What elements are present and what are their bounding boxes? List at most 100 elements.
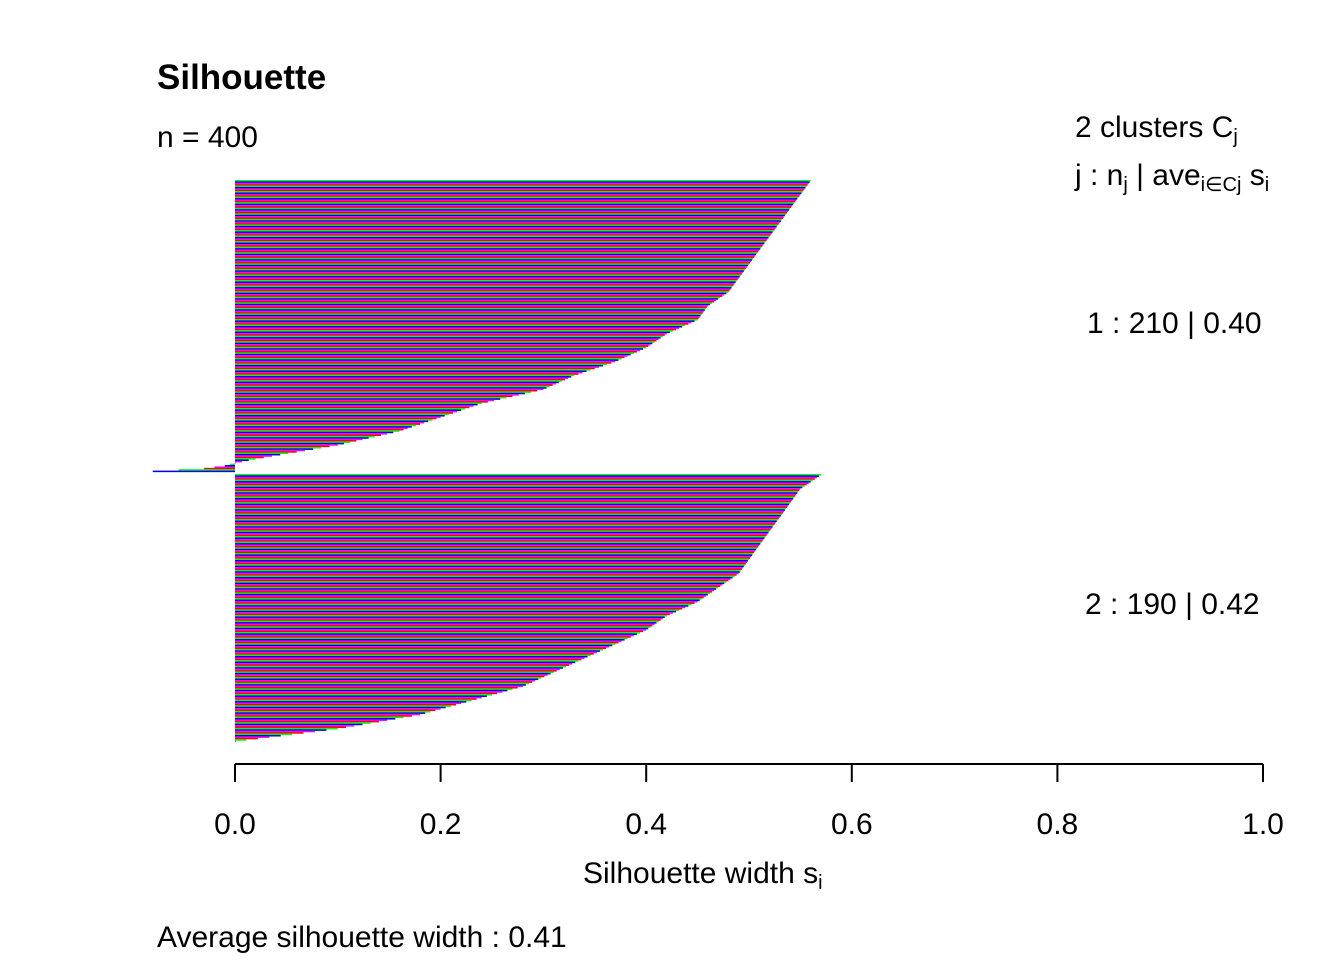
- silhouette-bar: [235, 273, 742, 275]
- silhouette-bar: [235, 648, 604, 651]
- silhouette-bar: [235, 740, 236, 743]
- silhouette-bar: [235, 207, 791, 210]
- silhouette-bar: [235, 338, 659, 341]
- silhouette-bar: [235, 370, 587, 373]
- silhouette-bar: [235, 246, 762, 249]
- silhouette-bar: [235, 565, 744, 568]
- silhouette-bar: [235, 281, 736, 284]
- silhouette-bar: [235, 684, 526, 686]
- silhouette-bar: [235, 626, 651, 628]
- silhouette-bar: [235, 389, 538, 392]
- silhouette-bar: [235, 180, 811, 182]
- silhouette-bar: [235, 612, 673, 614]
- silhouette-bar: [235, 506, 788, 508]
- silhouette-bar: [235, 250, 759, 253]
- silhouette-bar: [235, 378, 565, 381]
- silhouette-bar: [235, 679, 536, 682]
- silhouette-bar: [235, 585, 721, 587]
- silhouette-bar: [235, 615, 667, 617]
- silhouette-bar: [235, 203, 794, 206]
- silhouette-bar: [235, 551, 755, 554]
- silhouette-bar: [235, 414, 445, 417]
- x-axis-label-text: Silhouette width s: [583, 857, 819, 890]
- silhouette-bar: [235, 306, 707, 309]
- silhouette-bar: [235, 295, 723, 297]
- silhouette-bar: [235, 732, 304, 734]
- silhouette-bar: [235, 440, 357, 442]
- silhouette-bar: [235, 688, 513, 690]
- silhouette-bar: [235, 291, 729, 293]
- silhouette-bar: [235, 288, 731, 290]
- silhouette-bar: [235, 259, 753, 261]
- silhouette-bar: [235, 548, 757, 551]
- silhouette-bar: [235, 610, 677, 613]
- silhouette-bar: [235, 239, 767, 242]
- silhouette-bar: [235, 423, 421, 425]
- silhouette-bar: [235, 660, 579, 662]
- silhouette-bar: [235, 634, 634, 637]
- silhouette-bar: [235, 409, 462, 411]
- silhouette-bar: [235, 248, 761, 250]
- silhouette-bar: [235, 727, 338, 730]
- silhouette-bar: [235, 650, 600, 652]
- silhouette-bar: [235, 657, 585, 659]
- silhouette-bar: [235, 489, 800, 492]
- silhouette-bar: [178, 469, 235, 471]
- legend-cluster-count: 2 clusters Cj: [1075, 111, 1238, 147]
- silhouette-bar: [235, 560, 748, 562]
- silhouette-bar: [235, 341, 655, 343]
- silhouette-bar: [235, 326, 683, 328]
- silhouette-bar: [235, 232, 772, 235]
- silhouette-bar: [235, 234, 771, 236]
- silhouette-bar: [235, 263, 749, 265]
- silhouette-bar: [235, 195, 800, 197]
- silhouette-bar: [235, 345, 649, 348]
- silhouette-bar: [235, 271, 743, 274]
- silhouette-bar: [235, 221, 780, 224]
- silhouette-bar: [235, 339, 657, 342]
- silhouette-bar: [235, 395, 513, 398]
- silhouette-bar: [235, 253, 757, 256]
- silhouette-bar: [235, 677, 542, 679]
- silhouette-bar: [235, 316, 700, 318]
- silhouette-bar: [235, 545, 759, 548]
- silhouette-bar: [235, 536, 766, 538]
- silhouette-bar: [235, 344, 651, 346]
- silhouette-bar: [235, 321, 692, 324]
- silhouette-bar: [235, 460, 242, 463]
- silhouette-bar: [235, 217, 783, 220]
- silhouette-bar: [235, 348, 644, 350]
- silhouette-bar: [235, 193, 801, 196]
- silhouette-bar: [235, 255, 756, 257]
- legend-sub3: i: [1264, 174, 1270, 196]
- silhouette-bar: [235, 202, 795, 204]
- silhouette-bar: [235, 575, 735, 578]
- cluster-2-bars: [235, 474, 821, 743]
- silhouette-bar: [235, 211, 788, 214]
- silhouette-bar: [235, 609, 680, 611]
- silhouette-bar: [235, 366, 599, 368]
- silhouette-bar: [235, 220, 781, 222]
- silhouette-bar: [235, 495, 796, 497]
- silhouette-bar: [235, 488, 801, 490]
- silhouette-bar: [235, 186, 806, 189]
- silhouette-bar: [235, 599, 700, 602]
- silhouette-bar: [235, 299, 717, 302]
- silhouette-bar: [235, 188, 805, 190]
- silhouette-bar: [235, 533, 768, 535]
- silhouette-bar: [235, 474, 821, 476]
- silhouette-bar: [235, 686, 518, 689]
- silhouette-bar: [235, 289, 730, 292]
- x-tick-label: 1.0: [1242, 808, 1284, 841]
- silhouette-bar: [235, 242, 765, 245]
- silhouette-bar: [235, 282, 735, 285]
- silhouette-bar: [235, 512, 783, 514]
- silhouette-bar: [235, 256, 755, 259]
- silhouette-bar: [235, 360, 616, 363]
- silhouette-bar: [235, 392, 525, 395]
- silhouette-bar: [235, 493, 797, 496]
- silhouette-bar: [235, 547, 758, 549]
- silhouette-bar: [235, 373, 579, 375]
- silhouette-bar: [235, 402, 482, 405]
- silhouette-bar: [235, 284, 734, 286]
